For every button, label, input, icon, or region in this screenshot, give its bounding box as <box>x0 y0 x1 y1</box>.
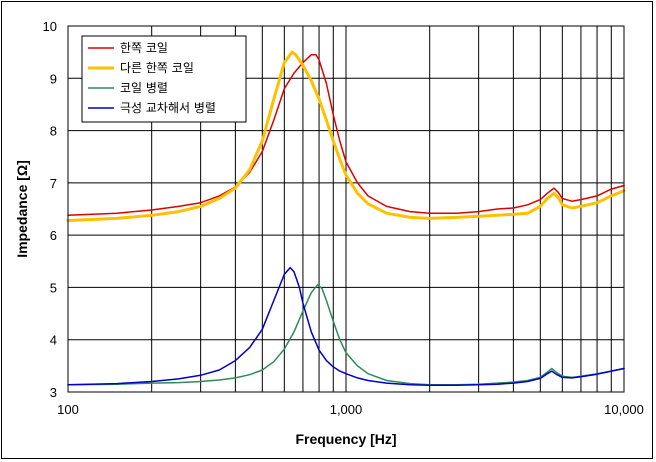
y-tick-label: 4 <box>50 333 57 348</box>
x-tick-label: 100 <box>57 402 79 417</box>
y-tick-label: 9 <box>50 71 57 86</box>
y-tick-label: 7 <box>50 176 57 191</box>
series-line-3 <box>67 284 625 386</box>
y-tick-label: 3 <box>50 385 57 400</box>
series-line-4 <box>67 266 625 386</box>
y-axis-title: Impedance [Ω] <box>14 160 30 258</box>
plot-area-border <box>67 25 625 393</box>
series-line-2 <box>66 50 626 222</box>
y-tick-label: 5 <box>50 280 57 295</box>
y-tick-label: 10 <box>43 19 57 34</box>
series-lines <box>66 50 626 386</box>
x-tick-labels: 100 1,000 10,000 <box>57 402 644 417</box>
y-tick-label: 8 <box>50 124 57 139</box>
legend-label-3: 코일 병렬 <box>120 81 168 95</box>
legend-label-4: 극성 교차해서 병렬 <box>120 101 216 115</box>
legend-label-2: 다른 한쪽 코일 <box>120 61 194 75</box>
x-tick-label: 10,000 <box>604 402 644 417</box>
grid-lines <box>68 26 624 392</box>
legend-label-1: 한쪽 코일 <box>120 41 168 55</box>
x-axis-title: Frequency [Hz] <box>295 431 396 447</box>
y-tick-labels: 3 4 5 6 7 8 9 10 <box>43 19 57 400</box>
y-tick-label: 6 <box>50 228 57 243</box>
x-tick-label: 1,000 <box>330 402 363 417</box>
